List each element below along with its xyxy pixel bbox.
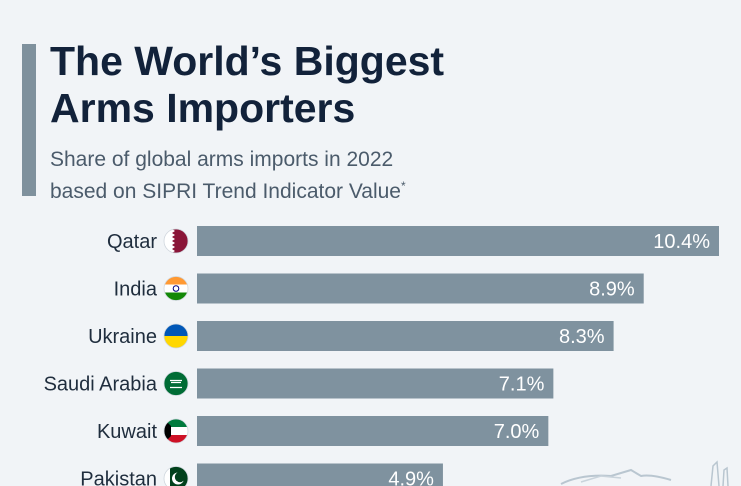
value-label: 7.0% — [494, 421, 540, 443]
bar-kuwait — [197, 416, 549, 446]
country-label: Ukraine — [88, 326, 157, 348]
value-label: 8.9% — [589, 279, 635, 301]
page-title: The World’s Biggest Arms Importers — [50, 38, 570, 132]
country-label: Kuwait — [97, 421, 157, 443]
qatar-flag-icon — [163, 228, 189, 254]
decorative-illustration — [560, 460, 729, 486]
kuwait-flag-icon — [163, 418, 189, 444]
country-label: Saudi Arabia — [44, 374, 158, 396]
subtitle: Share of global arms imports in 2022 bas… — [50, 147, 570, 205]
country-label: Pakistan — [80, 469, 157, 486]
subtitle-line-1: Share of global arms imports in 2022 — [50, 148, 394, 171]
value-label: 8.3% — [559, 326, 605, 348]
title-accent-bar — [22, 44, 36, 196]
saudi-arabia-flag-icon — [163, 371, 189, 396]
subtitle-line-2: based on SIPRI Trend Indicator Value — [50, 180, 401, 203]
value-label: 4.9% — [388, 469, 434, 486]
bar-saudi-arabia — [197, 368, 554, 399]
india-flag-icon — [163, 276, 189, 301]
bar-pakistan — [197, 463, 443, 486]
pakistan-flag-icon — [163, 466, 189, 486]
footnote-mark: * — [401, 179, 406, 193]
value-label: 10.4% — [653, 231, 710, 253]
country-label: Qatar — [107, 231, 157, 253]
bar-qatar — [197, 226, 719, 256]
country-label: India — [114, 279, 158, 301]
bar-ukraine — [197, 321, 614, 351]
ukraine-flag-icon — [163, 323, 189, 349]
value-label: 7.1% — [499, 374, 545, 396]
bar-india — [197, 273, 644, 304]
title-line-2: Arms Importers — [50, 85, 356, 131]
title-line-1: The World’s Biggest — [50, 38, 445, 84]
